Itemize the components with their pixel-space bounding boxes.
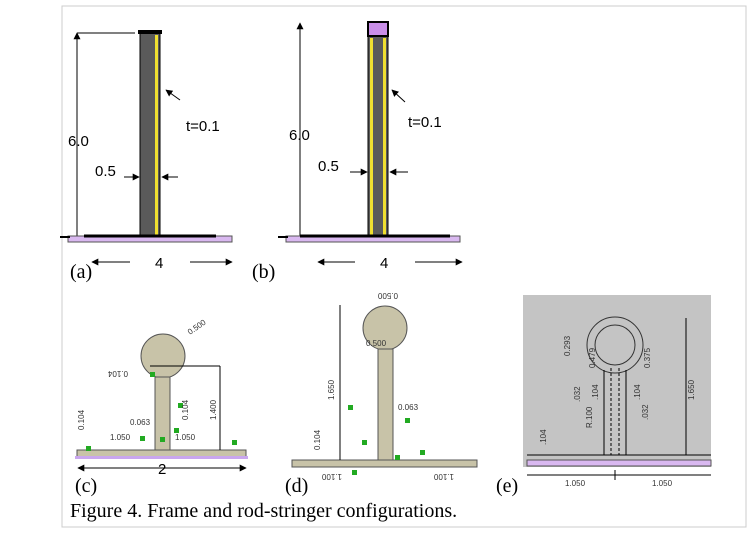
dim-label: 0.104: [77, 409, 86, 430]
dim-label: 0.500: [366, 339, 387, 348]
dim-label: 1.050: [175, 433, 196, 442]
base-label: 4: [380, 255, 388, 272]
panel-d: [291, 305, 478, 475]
dim-label: 0.063: [398, 403, 419, 412]
dim-label: 0.293: [563, 335, 572, 356]
dim-label: 0.375: [643, 347, 652, 368]
height-label: 6.0: [68, 133, 89, 150]
dim-label: 1.050: [110, 433, 131, 442]
dim-label: .104: [633, 384, 642, 400]
panel-label: (a): [70, 261, 92, 283]
figure-caption: Figure 4. Frame and rod-stringer configu…: [70, 500, 457, 522]
dim-label: 0.104: [313, 429, 322, 450]
dim-label: 1.100: [433, 472, 454, 481]
dim-label: 1.650: [687, 379, 696, 400]
dim-label: 1.650: [327, 379, 336, 400]
dim-label: 1.050: [565, 479, 586, 488]
panel-a: [60, 30, 233, 270]
dim-label: 0.479: [588, 347, 597, 368]
panel-label: (e): [496, 475, 518, 497]
panel-c: [75, 333, 248, 472]
dim-label: 0.104: [181, 399, 190, 420]
width-label: 2: [158, 461, 166, 478]
dim-label: 0.063: [130, 418, 151, 427]
dim-label: .104: [539, 429, 548, 445]
panel-label: (b): [252, 261, 275, 283]
base-label: 4: [155, 255, 163, 272]
panel-b: [278, 21, 463, 270]
thickness-label: t=0.1: [408, 114, 442, 131]
panel-e: [523, 295, 712, 480]
dim-label: 1.050: [652, 479, 673, 488]
width-label: 0.5: [95, 163, 116, 180]
dim-label: .104: [591, 384, 600, 400]
dim-label: R.100: [585, 406, 594, 428]
panel-label: (c): [75, 475, 97, 497]
height-label: 6.0: [289, 127, 310, 144]
dim-label: .032: [573, 386, 582, 402]
width-label: 0.5: [318, 158, 339, 175]
thickness-label: t=0.1: [186, 118, 220, 135]
dim-label: 1.400: [209, 399, 218, 420]
dim-label: .032: [641, 404, 650, 420]
dim-label: 0.500: [377, 291, 398, 300]
panel-label: (d): [285, 475, 308, 497]
dim-label: 1.100: [321, 472, 342, 481]
dim-label: 0.104: [107, 369, 128, 378]
